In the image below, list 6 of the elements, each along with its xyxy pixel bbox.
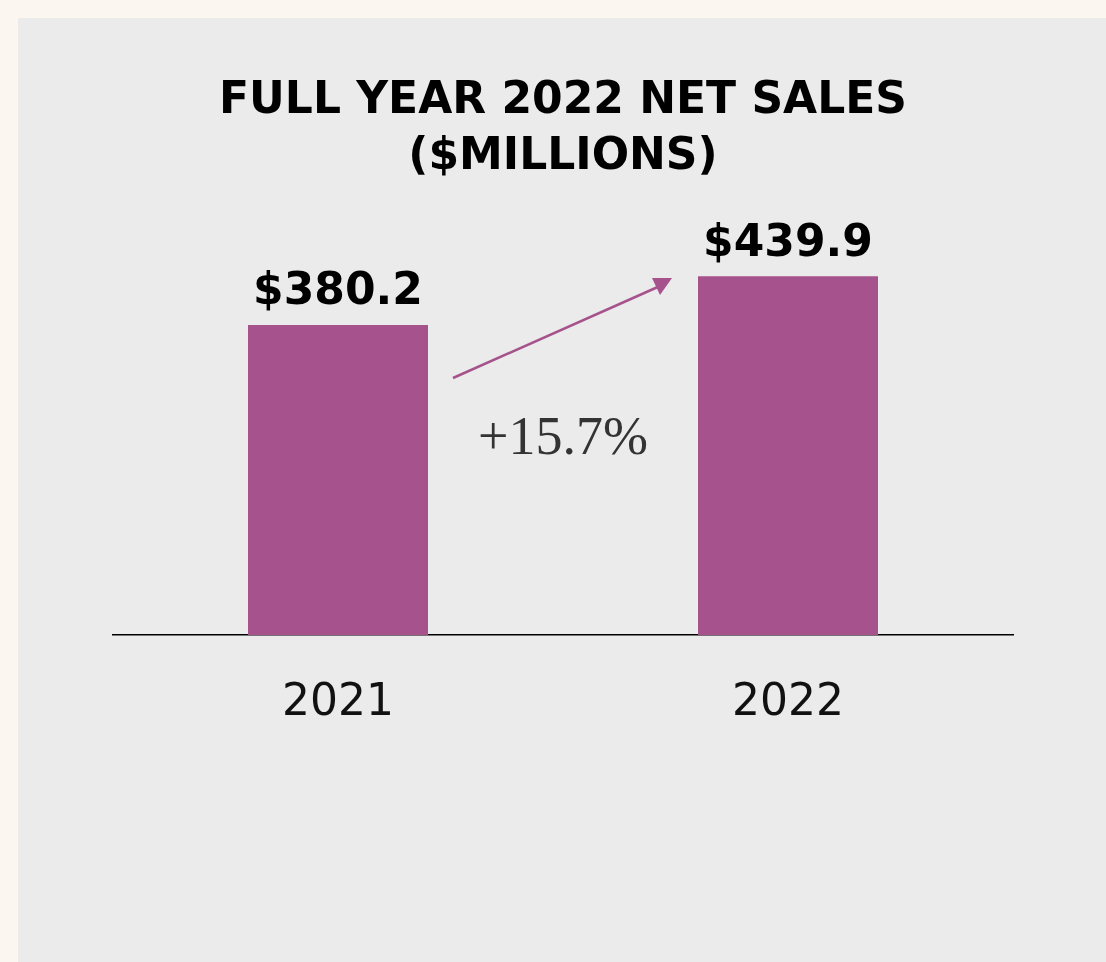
annotation: +15.7% (478, 406, 648, 467)
chart-title: FULL YEAR 2022 NET SALES ($MILLIONS) (218, 71, 908, 181)
x-tick-label: 2022 (732, 674, 844, 726)
data-label: $439.9 (703, 214, 873, 266)
x-tick-label: 2021 (282, 674, 394, 726)
data-label: $380.2 (253, 263, 423, 315)
